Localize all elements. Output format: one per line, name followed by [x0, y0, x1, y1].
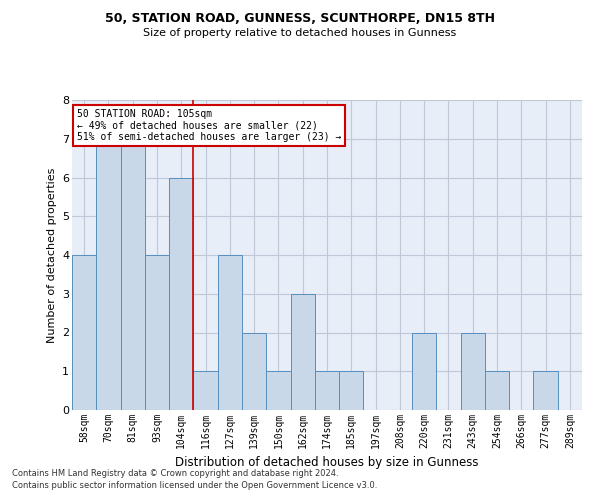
Bar	[169, 178, 193, 410]
Bar	[290, 294, 315, 410]
Text: Contains HM Land Registry data © Crown copyright and database right 2024.: Contains HM Land Registry data © Crown c…	[12, 468, 338, 477]
Bar	[339, 371, 364, 410]
Bar	[218, 255, 242, 410]
Bar	[96, 138, 121, 410]
Bar	[412, 332, 436, 410]
Bar	[121, 138, 145, 410]
Bar	[242, 332, 266, 410]
Text: Contains public sector information licensed under the Open Government Licence v3: Contains public sector information licen…	[12, 481, 377, 490]
Bar	[72, 255, 96, 410]
Text: 50 STATION ROAD: 105sqm
← 49% of detached houses are smaller (22)
51% of semi-de: 50 STATION ROAD: 105sqm ← 49% of detache…	[77, 110, 341, 142]
Bar	[193, 371, 218, 410]
Text: Size of property relative to detached houses in Gunness: Size of property relative to detached ho…	[143, 28, 457, 38]
Bar	[461, 332, 485, 410]
Bar	[315, 371, 339, 410]
Y-axis label: Number of detached properties: Number of detached properties	[47, 168, 56, 342]
Bar	[485, 371, 509, 410]
X-axis label: Distribution of detached houses by size in Gunness: Distribution of detached houses by size …	[175, 456, 479, 469]
Bar	[266, 371, 290, 410]
Text: 50, STATION ROAD, GUNNESS, SCUNTHORPE, DN15 8TH: 50, STATION ROAD, GUNNESS, SCUNTHORPE, D…	[105, 12, 495, 26]
Bar	[145, 255, 169, 410]
Bar	[533, 371, 558, 410]
